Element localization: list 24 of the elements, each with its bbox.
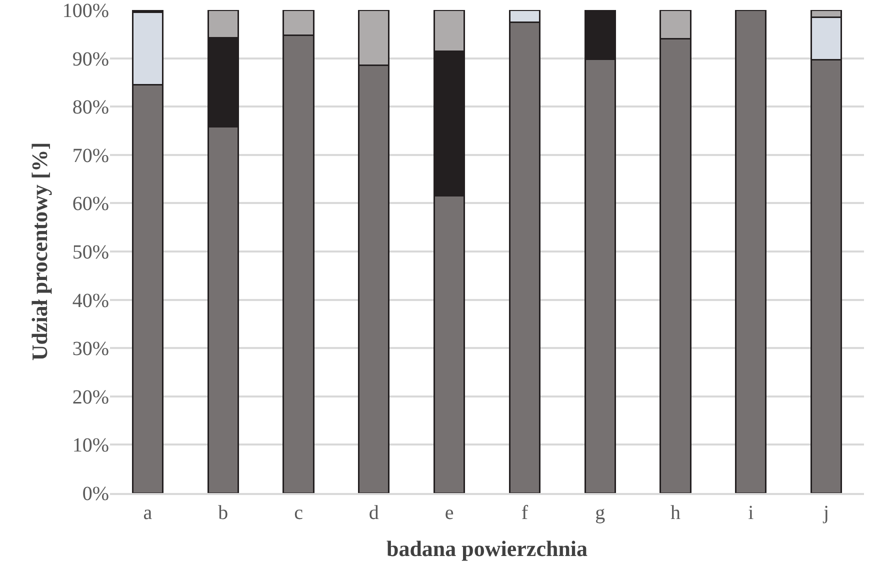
y-tick-label: 0% (82, 483, 109, 505)
x-axis-title: badana powierzchnia (386, 536, 588, 562)
x-tick-label: b (218, 502, 228, 524)
y-tick-label: 20% (72, 386, 109, 408)
x-tick-label: g (595, 502, 606, 524)
x-tick-label: d (368, 502, 379, 524)
y-tick-label: 90% (72, 48, 109, 70)
x-tick-label: a (143, 502, 152, 524)
y-axis-title: Udział procentowy [%] (27, 142, 52, 361)
y-tick-label: 40% (72, 290, 109, 312)
x-tick-label: h (670, 502, 680, 524)
y-tick-label: 100% (62, 0, 109, 22)
x-tick-label: c (294, 502, 304, 524)
x-tick-label: i (748, 502, 754, 524)
y-tick-label: 30% (72, 338, 109, 360)
y-tick-label: 60% (72, 193, 109, 216)
y-tick-label: 80% (72, 96, 109, 119)
y-tick-label: 70% (72, 144, 109, 167)
y-tick-label: 50% (72, 242, 109, 264)
x-tick-label: j (822, 502, 830, 524)
bar (735, 10, 767, 493)
x-tick-label: f (521, 502, 528, 524)
y-tick-label: 10% (72, 434, 109, 457)
x-tick-label: e (444, 502, 454, 524)
